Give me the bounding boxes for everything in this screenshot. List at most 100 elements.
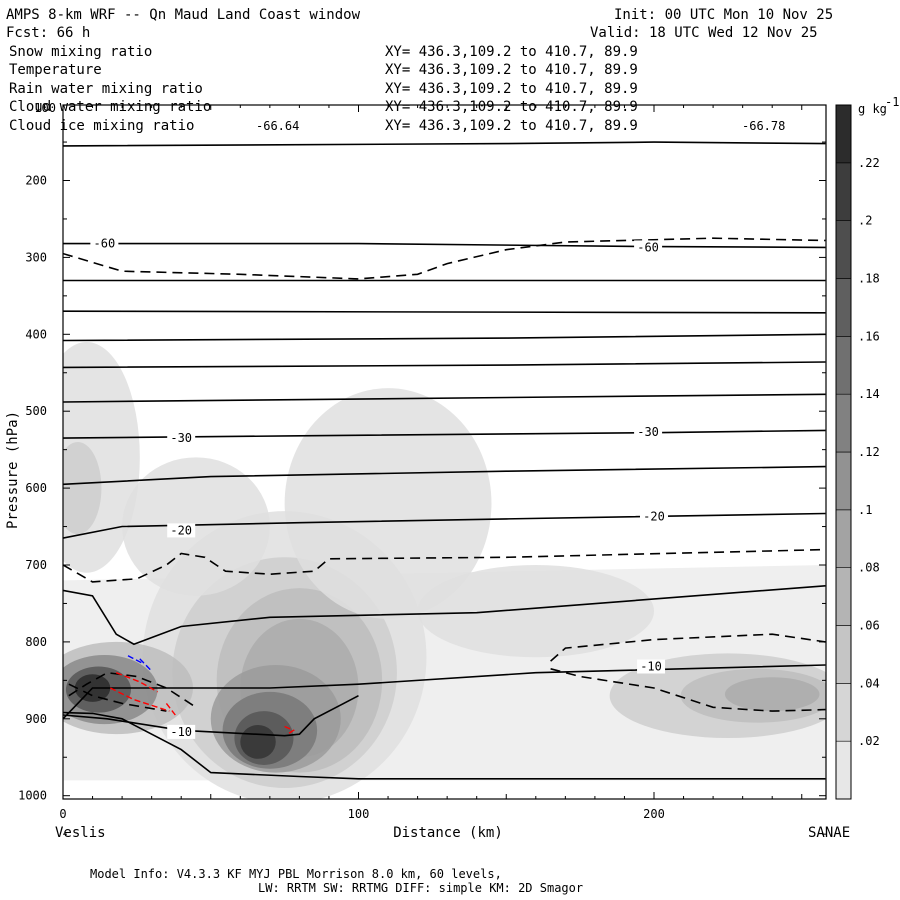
temperature-contour xyxy=(63,141,826,147)
rain-contour xyxy=(165,702,176,716)
temperature-contour xyxy=(63,465,826,486)
physics-info: LW: RRTM SW: RRTMG DIFF: simple KM: 2D S… xyxy=(258,881,583,895)
colorbar-bin xyxy=(835,336,852,395)
temperature-contour xyxy=(63,333,826,342)
legend-field-xy: XY= 436.3,109.2 to 410.7, 89.9 xyxy=(385,118,638,134)
contour-label-bg xyxy=(640,509,668,524)
colorbar-tick-label: .08 xyxy=(858,561,880,575)
colorbar-tick-label: .18 xyxy=(858,272,880,286)
y-tick-label: 800 xyxy=(25,635,47,649)
legend-field-xy: XY= 436.3,109.2 to 410.7, 89.9 xyxy=(385,62,638,78)
contour-label-bg xyxy=(167,431,196,446)
y-tick-label: 600 xyxy=(25,481,47,495)
contour-label: -30 xyxy=(637,425,659,439)
colorbar-bin xyxy=(835,625,852,684)
top-value-left: -66.64 xyxy=(256,119,299,133)
top-value-right: -66.78 xyxy=(742,119,785,133)
colorbar-bin xyxy=(835,104,852,164)
y-tick-label: 400 xyxy=(25,327,47,341)
legend-field-xy: XY= 436.3,109.2 to 410.7, 89.9 xyxy=(385,44,638,60)
dashed-contour xyxy=(63,237,826,280)
x-axis-title: Distance (km) xyxy=(393,825,503,841)
y-axis-title: Pressure (hPa) xyxy=(5,411,21,529)
y-tick-label: 100 xyxy=(34,101,56,115)
cloud-water-contour xyxy=(127,655,144,665)
contour-label: -10 xyxy=(640,660,662,674)
contour-label: -20 xyxy=(643,510,665,524)
contour-label-bg xyxy=(634,424,663,439)
x-tick-label: 100 xyxy=(348,807,370,821)
y-tick-label: 500 xyxy=(25,404,47,418)
legend-field-name: Cloud water mixing ratio xyxy=(9,99,211,115)
colorbar-tick-label: .1 xyxy=(858,503,872,517)
field-legend: Snow mixing ratio XY= 436.3,109.2 to 410.… xyxy=(9,44,785,134)
snow-shade-region xyxy=(724,677,820,712)
snow-shade-region xyxy=(122,457,270,596)
temperature-contour xyxy=(63,585,826,646)
temperature-contour xyxy=(63,664,826,720)
x-tick-label: 0 xyxy=(59,807,66,821)
legend-field-name: Temperature xyxy=(9,62,102,78)
contour-label: -60 xyxy=(94,237,116,251)
colorbar-bin xyxy=(835,278,852,337)
cloud-water-contour xyxy=(139,658,153,672)
legend-field-xy: XY= 436.3,109.2 to 410.7, 89.9 xyxy=(385,81,638,97)
y-tick-label: 1000 xyxy=(18,789,47,803)
snow-shade-region xyxy=(284,388,492,619)
colorbar-tick-label: .2 xyxy=(858,214,872,228)
colorbar-bin xyxy=(835,451,852,511)
temperature-contours: -60 -60 -30 -30 -20 -20 -10 -10 xyxy=(63,141,826,780)
colorbar-unit: g kg xyxy=(858,102,887,116)
temperature-contour xyxy=(63,361,826,369)
y-tick-label: 900 xyxy=(25,712,47,726)
colorbar-frame xyxy=(835,104,852,800)
dashed-contour xyxy=(550,633,826,662)
temperature-contour xyxy=(63,393,826,403)
colorbar-bin xyxy=(835,162,852,221)
init-time: Init: 00 UTC Mon 10 Nov 25 xyxy=(614,7,833,23)
dashed-contour xyxy=(63,548,826,583)
dashed-contour xyxy=(68,671,197,708)
rain-contour xyxy=(115,672,158,693)
legend-field-name: Cloud ice mixing ratio xyxy=(9,118,194,134)
valid-time: Valid: 18 UTC Wed 12 Nov 25 xyxy=(590,25,818,41)
x-endpoint-left: Veslis xyxy=(55,825,106,841)
legend-field-xy: XY= 436.3,109.2 to 410.7, 89.9 xyxy=(385,99,638,115)
colorbar-bin xyxy=(835,393,852,453)
contour-label: -60 xyxy=(637,240,659,254)
colorbar-bin xyxy=(835,220,852,279)
snow-shade-region xyxy=(417,565,654,658)
colorbar-bin xyxy=(835,740,852,800)
contour-label: -30 xyxy=(170,431,192,445)
contour-label-bg xyxy=(167,724,196,739)
temperature-contour xyxy=(63,310,826,314)
legend-field-name: Snow mixing ratio xyxy=(9,44,152,60)
temperature-contour xyxy=(63,512,826,539)
legend-field-name: Rain water mixing ratio xyxy=(9,81,203,97)
x-tick-label: 200 xyxy=(643,807,665,821)
colorbar-bin xyxy=(835,683,852,742)
figure-title: AMPS 8-km WRF -- Qn Maud Land Coast wind… xyxy=(6,7,361,23)
temperature-contour xyxy=(63,694,359,737)
contour-label-bg xyxy=(637,659,666,674)
rain-contour xyxy=(284,725,295,735)
colorbar-tick-label: .02 xyxy=(858,734,880,748)
y-tick-label: 200 xyxy=(25,174,47,188)
colorbar-tick-label: .04 xyxy=(858,676,880,690)
x-endpoint-right: SANAE xyxy=(808,825,850,841)
dashed-contour xyxy=(550,668,826,712)
contour-label-bg xyxy=(167,523,196,538)
temperature-contour xyxy=(63,711,826,780)
y-tick-label: 700 xyxy=(25,558,47,572)
colorbar-tick-label: .22 xyxy=(858,156,880,170)
snow-shading xyxy=(63,342,826,799)
axes: 100 200 300 400 500 600 700 800 900 1000 0 100 200 Di… xyxy=(5,101,850,841)
contour-label-bg xyxy=(634,240,663,255)
plot-frame xyxy=(62,104,827,800)
colorbar-bin xyxy=(835,509,852,568)
contour-label-bg xyxy=(90,236,119,251)
snow-shade-region xyxy=(63,441,102,535)
temperature-contour xyxy=(63,242,826,249)
y-tick-label: 300 xyxy=(25,250,47,264)
